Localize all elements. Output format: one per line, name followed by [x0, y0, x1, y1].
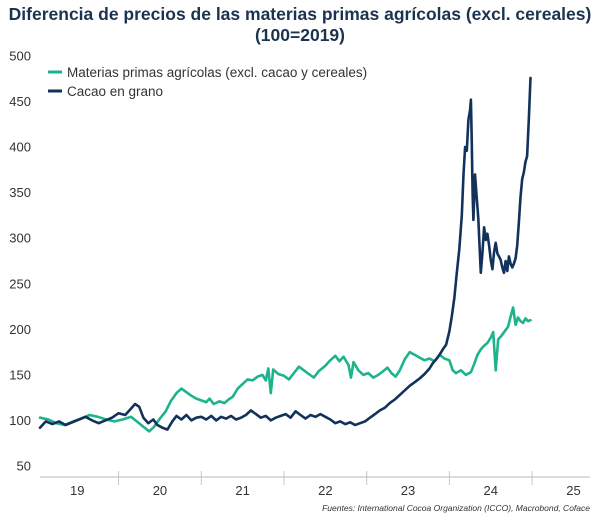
y-tick-label: 100 [9, 413, 31, 428]
x-tick-label: 20 [153, 483, 167, 498]
x-tick-label: 19 [70, 483, 84, 498]
y-tick-label: 300 [9, 231, 31, 246]
x-tick-label: 24 [484, 483, 498, 498]
y-tick-label: 500 [9, 49, 31, 64]
series-line-cocoa [38, 76, 532, 431]
y-tick-label: 400 [9, 140, 31, 155]
x-tick-label: 22 [318, 483, 332, 498]
chart-subtitle: (100=2019) [254, 25, 345, 45]
legend: Materias primas agrícolas (excl. cacao y… [48, 65, 367, 99]
y-tick-label: 350 [9, 185, 31, 200]
legend-label-cocoa: Cacao en grano [67, 84, 163, 99]
y-axis: 50 100 150 200 250 300 350 400 450 500 [9, 49, 31, 474]
x-tick-label: 23 [401, 483, 415, 498]
chart-title: Diferencia de precios de las materias pr… [8, 4, 592, 24]
chart-title-block: Diferencia de precios de las materias pr… [0, 4, 600, 46]
y-tick-label: 50 [17, 459, 31, 474]
x-tick-label: 21 [235, 483, 249, 498]
legend-label-agricultural: Materias primas agrícolas (excl. cacao y… [67, 65, 367, 80]
y-tick-label: 250 [9, 276, 31, 291]
x-axis: 19 20 21 22 23 24 25 [70, 483, 581, 498]
y-tick-label: 200 [9, 322, 31, 337]
y-tick-label: 150 [9, 367, 31, 382]
x-year-boundaries [118, 471, 533, 485]
y-tick-label: 450 [9, 94, 31, 109]
x-tick-label: 25 [566, 483, 580, 498]
series-line-agricultural [38, 306, 532, 433]
series-layer [38, 76, 532, 433]
source-note: Fuentes: International Cocoa Organizatio… [322, 503, 590, 513]
